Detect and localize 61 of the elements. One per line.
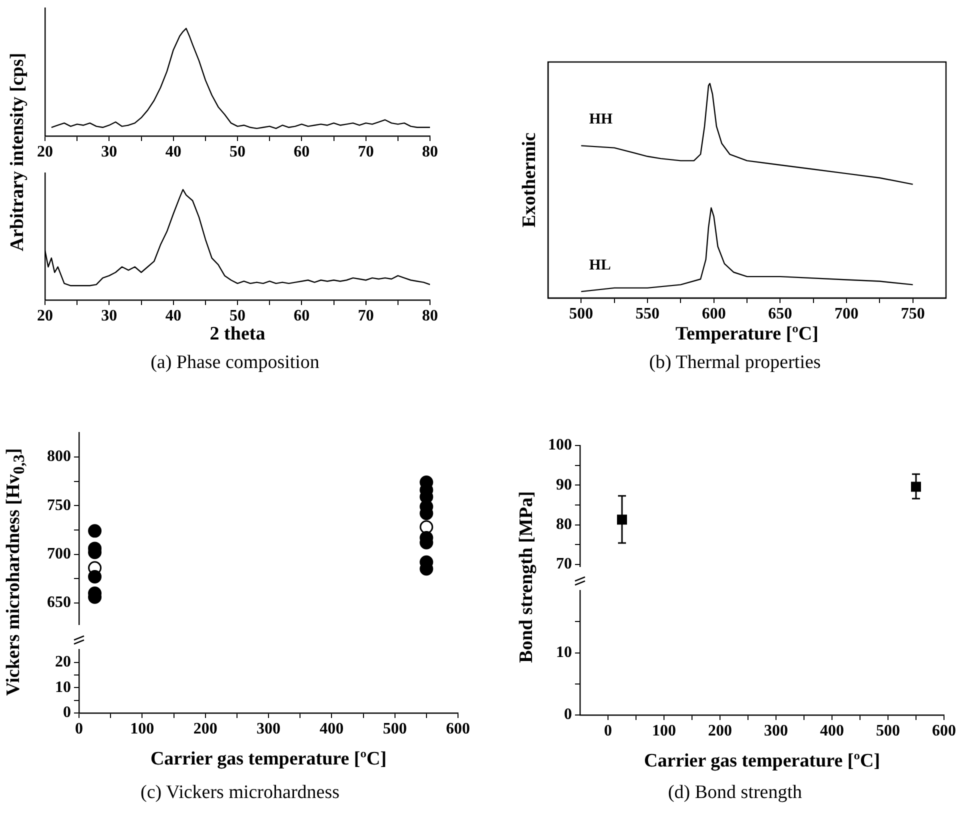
y-tick-label: 800 <box>47 448 71 466</box>
y-tick-label: 0 <box>63 704 71 722</box>
x-tick-label: 100 <box>130 720 154 738</box>
text: (b) Thermal properties <box>649 352 821 374</box>
x-tick-label: 300 <box>256 720 280 738</box>
x-tick-label: 550 <box>636 306 660 323</box>
x-axis-title: 2 theta <box>210 324 266 345</box>
text: (a) Phase composition <box>150 352 320 374</box>
x-tick-label: 80 <box>422 308 438 325</box>
x-tick-label: 500 <box>569 306 594 323</box>
y-axis-title: Arbitrary intensity [cps] <box>7 52 29 252</box>
x-tick-label: 400 <box>320 720 344 738</box>
x-tick-label: 50 <box>230 308 246 325</box>
x-tick-label: 600 <box>932 722 956 740</box>
x-tick-label: 100 <box>652 722 676 740</box>
x-axis-title: Temperature [ºC] <box>676 324 818 345</box>
x-tick-label: 300 <box>764 722 788 740</box>
y-tick-label: 750 <box>47 496 71 514</box>
x-tick-label: 40 <box>165 144 182 161</box>
y-axis-title: Exothermic <box>519 132 541 228</box>
x-tick-label: 0 <box>75 720 83 738</box>
x-tick-label: 200 <box>708 722 732 740</box>
x-tick-label: 70 <box>358 144 374 161</box>
y-tick-label: 10 <box>55 678 71 696</box>
point <box>88 524 102 538</box>
x-tick-label: 70 <box>358 308 374 325</box>
point <box>88 570 102 584</box>
x-tick-label: 700 <box>834 306 858 323</box>
x-tick-label: 40 <box>165 308 182 325</box>
x-tick-label: 500 <box>876 722 900 740</box>
text: (d) Bond strength <box>668 782 802 804</box>
x-tick-label: 30 <box>101 144 118 161</box>
y-tick-label: 90 <box>556 476 572 494</box>
x-tick-label: 200 <box>193 720 218 738</box>
x-axis-title: Carrier gas temperature [ºC] <box>644 750 880 772</box>
x-tick-label: 750 <box>900 306 925 323</box>
x-tick-label: 60 <box>294 308 310 325</box>
x-tick-label: 80 <box>422 144 438 161</box>
series-label: HH <box>589 112 613 128</box>
series-label: HL <box>589 258 611 274</box>
y-tick-label: 0 <box>564 706 572 724</box>
x-tick-label: 500 <box>382 720 407 738</box>
y-tick-label: 80 <box>556 516 572 533</box>
x-tick-label: 0 <box>604 722 612 740</box>
y-axis-title: Bond strength [MPa] <box>516 491 538 663</box>
x-tick-label: 650 <box>768 306 792 323</box>
x-tick-label: 60 <box>294 144 310 161</box>
x-tick-label: 600 <box>702 306 726 323</box>
x-tick-label: 400 <box>820 722 844 740</box>
y-tick-label: 70 <box>556 556 572 573</box>
y-tick-label: 10 <box>556 644 572 661</box>
y-tick-label: 20 <box>55 653 71 670</box>
y-tick-label: 700 <box>47 545 71 562</box>
x-axis-title: Carrier gas temperature [ºC] <box>150 748 387 770</box>
x-tick-label: 50 <box>230 144 246 161</box>
x-tick-label: 30 <box>101 308 118 325</box>
x-tick-label: 600 <box>446 720 470 738</box>
text: (c) Vickers microhardness <box>140 782 340 804</box>
y-tick-label: 100 <box>548 436 572 454</box>
point <box>420 520 434 534</box>
y-tick-label: 650 <box>47 594 71 612</box>
